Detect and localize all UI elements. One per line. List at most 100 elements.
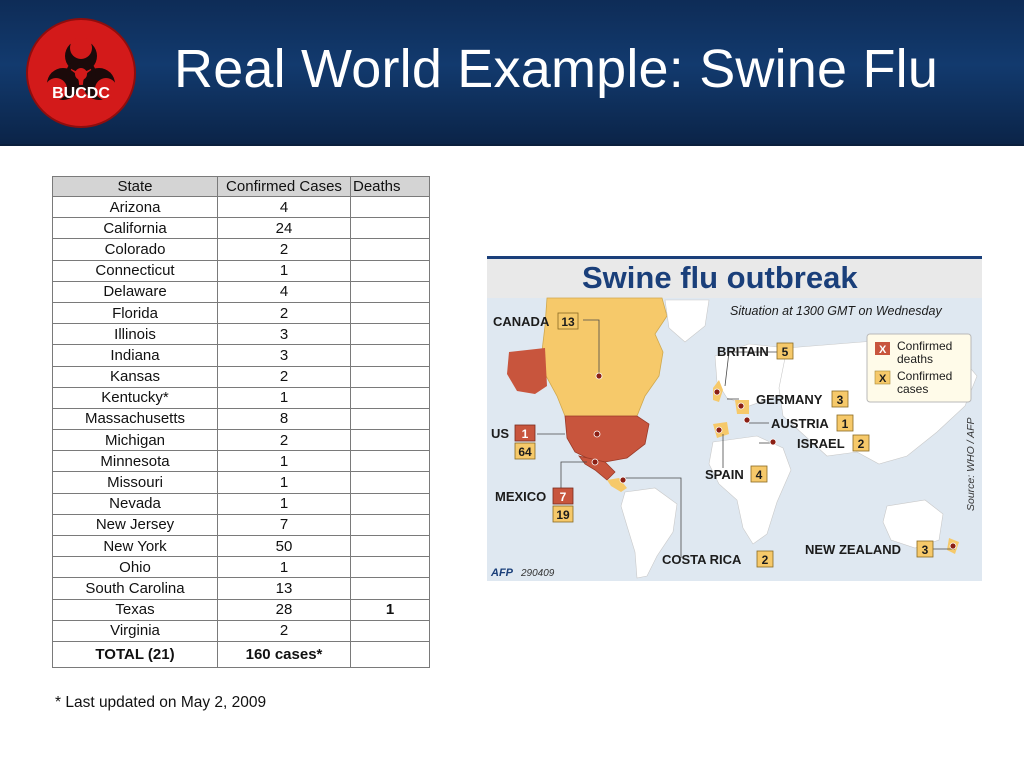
cell-state: Nevada: [52, 492, 218, 515]
cell-state: Missouri: [52, 471, 218, 494]
cell-confirmed-cases: 8: [217, 407, 351, 431]
cell-deaths: [350, 619, 430, 642]
dot-mexico: [591, 458, 599, 466]
table-row: Arizona 4: [52, 195, 430, 219]
table-body: Arizona 4 California 24 Colorado 2 Connecticut…: [52, 195, 430, 668]
cell-deaths: [350, 195, 430, 219]
dot-britain: [713, 388, 721, 396]
cell-state: Kentucky*: [52, 386, 218, 409]
table-total-row: TOTAL (21) 160 cases*: [52, 640, 430, 668]
cell-confirmed-cases: 3: [217, 323, 351, 346]
table-row: Ohio 1: [52, 556, 430, 579]
label-israel: ISRAEL 2: [797, 434, 870, 452]
label-israel-name: ISRAEL: [797, 436, 845, 451]
cell-confirmed-cases: 1: [217, 471, 351, 494]
cell-confirmed-cases: 1: [217, 386, 351, 409]
cell-confirmed-cases: 2: [217, 301, 351, 325]
label-austria: AUSTRIA 1: [771, 414, 854, 432]
table-row: Illinois 3: [52, 323, 430, 346]
table-row: Indiana 3: [52, 344, 430, 367]
badge-israel-cases: 2: [858, 437, 865, 451]
label-canada-name: CANADA: [493, 314, 550, 329]
cell-state: Virginia: [52, 619, 218, 642]
cell-deaths: [350, 577, 430, 600]
cell-confirmed-cases: 2: [217, 238, 351, 261]
legend-cases-label-1: Confirmed: [897, 369, 952, 383]
cell-state: New Jersey: [52, 513, 218, 537]
cell-state: Florida: [52, 301, 218, 325]
cell-confirmed-cases: 1: [217, 259, 351, 282]
table-row: Massachusetts 8: [52, 407, 430, 431]
map-legend: X Confirmed deaths X Confirmed cases: [866, 333, 972, 403]
afp-credit-code: 290409: [520, 568, 555, 579]
leader-lines: [537, 319, 955, 558]
africa-shape: [708, 435, 792, 545]
cell-confirmed-cases: 4: [217, 195, 351, 219]
cell-deaths: [350, 301, 430, 325]
label-austria-name: AUSTRIA: [771, 416, 829, 431]
badge-mexico-deaths: 7: [560, 490, 567, 504]
slide-header: BUCDC Real World Example: Swine Flu: [0, 0, 1024, 146]
table-row: South Carolina 13: [52, 577, 430, 600]
cell-deaths: [350, 429, 430, 452]
cell-confirmed-cases: 2: [217, 619, 351, 642]
cell-deaths: [350, 323, 430, 346]
cell-confirmed-cases: 24: [217, 217, 351, 240]
cell-state: TOTAL (21): [52, 640, 218, 668]
label-germany: GERMANY 3: [756, 390, 849, 408]
cell-state: Texas: [52, 598, 218, 621]
table-row: Michigan 2: [52, 429, 430, 452]
footnote: * Last updated on May 2, 2009: [55, 694, 267, 711]
swine-flu-map: Swine flu outbreak Situa: [487, 256, 982, 581]
cell-deaths: [350, 344, 430, 367]
table-row: New York 50: [52, 534, 430, 558]
badge-spain-cases: 4: [756, 468, 763, 482]
label-new-zealand-name: NEW ZEALAND: [805, 542, 901, 557]
dot-austria: [743, 416, 751, 424]
badge-britain-cases: 5: [782, 345, 789, 359]
cell-state: Delaware: [52, 280, 218, 303]
dot-us: [593, 430, 601, 438]
badge-costa-rica-cases: 2: [762, 553, 769, 567]
table-row: California 24: [52, 217, 430, 240]
badge-austria-cases: 1: [842, 417, 849, 431]
dot-germany: [737, 402, 745, 410]
badge-us-deaths: 1: [522, 427, 529, 441]
legend-deaths-marker: X: [879, 344, 887, 356]
cell-confirmed-cases: 13: [217, 577, 351, 600]
world-map-graphic: Swine flu outbreak Situa: [487, 256, 982, 581]
cell-state: Indiana: [52, 344, 218, 367]
table-row: Nevada 1: [52, 492, 430, 515]
cell-state: Colorado: [52, 238, 218, 261]
cell-deaths: [350, 386, 430, 409]
label-britain: BRITAIN 5: [717, 342, 794, 360]
south-america-shape: [620, 487, 678, 579]
header-confirmed-cases: Confirmed Cases: [217, 176, 351, 197]
cell-deaths: [350, 365, 430, 388]
cell-deaths: [350, 280, 430, 303]
cell-state: Michigan: [52, 429, 218, 452]
table-row: New Jersey 7: [52, 513, 430, 537]
cell-deaths: [350, 492, 430, 515]
cell-state: South Carolina: [52, 577, 218, 600]
alaska-shape: [507, 348, 547, 394]
cell-state: Connecticut: [52, 259, 218, 282]
dot-israel: [769, 438, 777, 446]
table-row: Delaware 4: [52, 280, 430, 303]
badge-germany-cases: 3: [837, 393, 844, 407]
table-row: Florida 2: [52, 301, 430, 325]
table-header-row: State Confirmed Cases Deaths: [52, 176, 430, 197]
cell-deaths: [350, 471, 430, 494]
legend-deaths-label-1: Confirmed: [897, 339, 952, 353]
cell-state: Massachusetts: [52, 407, 218, 431]
table-row: Colorado 2: [52, 238, 430, 261]
cell-state: Arizona: [52, 195, 218, 219]
cell-deaths: [350, 407, 430, 431]
header-state: State: [52, 176, 218, 197]
afp-credit-brand: AFP: [490, 567, 514, 579]
badge-mexico-cases: 19: [556, 508, 570, 522]
cell-deaths: [350, 238, 430, 261]
label-germany-name: GERMANY: [756, 392, 823, 407]
table-row: Minnesota 1: [52, 450, 430, 473]
cell-state: Kansas: [52, 365, 218, 388]
